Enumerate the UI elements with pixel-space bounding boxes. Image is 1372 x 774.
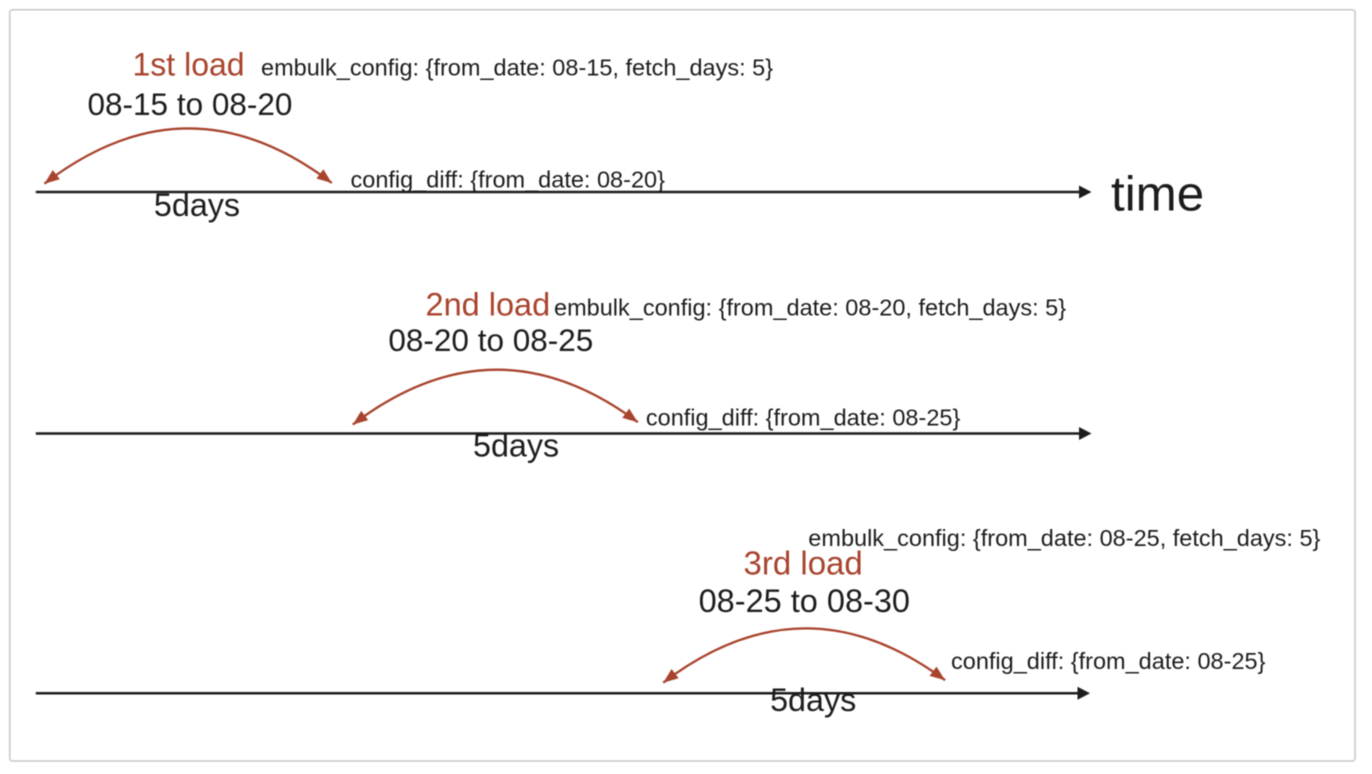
- svg-text:2nd load: 2nd load: [426, 286, 551, 322]
- svg-text:08-20 to 08-25: 08-20 to 08-25: [388, 322, 593, 358]
- svg-text:5days: 5days: [473, 428, 559, 464]
- svg-text:time: time: [1111, 167, 1204, 222]
- svg-text:embulk_config: {from_date: 08-: embulk_config: {from_date: 08-15, fetch_…: [261, 55, 773, 81]
- svg-text:1st load: 1st load: [133, 47, 245, 83]
- svg-text:5days: 5days: [154, 187, 240, 223]
- svg-text:config_diff: {from_date: 08-25: config_diff: {from_date: 08-25}: [646, 405, 961, 431]
- svg-text:3rd load: 3rd load: [744, 545, 863, 582]
- svg-text:config_diff: {from_date: 08-20: config_diff: {from_date: 08-20}: [351, 166, 666, 192]
- svg-text:embulk_config: {from_date: 08-: embulk_config: {from_date: 08-25, fetch_…: [808, 525, 1320, 551]
- svg-text:08-25 to 08-30: 08-25 to 08-30: [699, 583, 910, 619]
- svg-text:embulk_config: {from_date: 08-: embulk_config: {from_date: 08-20, fetch_…: [554, 294, 1066, 320]
- svg-text:config_diff: {from_date: 08-25: config_diff: {from_date: 08-25}: [951, 648, 1266, 674]
- svg-text:5days: 5days: [770, 682, 856, 718]
- svg-text:08-15 to 08-20: 08-15 to 08-20: [88, 86, 293, 122]
